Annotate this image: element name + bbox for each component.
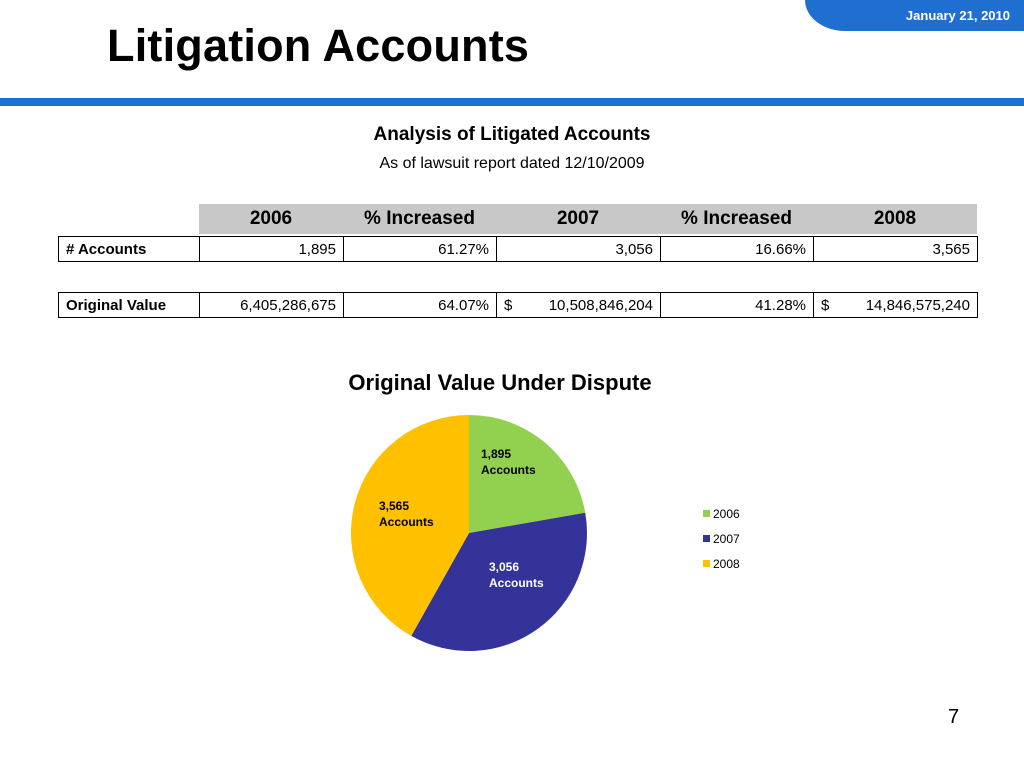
legend-swatch-2007	[703, 535, 710, 542]
date-label: January 21, 2010	[905, 8, 1010, 23]
value-2006-cell: 6,405,286,675	[199, 292, 344, 318]
date-banner: January 21, 2010	[805, 0, 1024, 31]
slide-title: Litigation Accounts	[107, 20, 530, 71]
title-divider	[0, 98, 1024, 106]
currency-symbol: $	[821, 296, 830, 314]
table-row: Original Value 6,405,286,675 64.07% $ 10…	[58, 292, 978, 318]
row-label-accounts: # Accounts	[58, 236, 200, 262]
analysis-title: Analysis of Litigated Accounts	[373, 124, 651, 145]
analysis-subtitle: As of lawsuit report dated 12/10/2009	[379, 155, 645, 172]
value-increase-2-cell: 41.28%	[660, 292, 814, 318]
accounts-2008-cell: 3,565	[813, 236, 978, 262]
legend-item-2008: 2008	[703, 551, 740, 576]
column-header-2007: 2007	[496, 204, 660, 234]
value-2007-cell: $ 10,508,846,204	[496, 292, 661, 318]
accounts-2007-cell: 3,056	[496, 236, 661, 262]
table-row: # Accounts 1,895 61.27% 3,056 16.66% 3,5…	[58, 236, 978, 262]
legend-label-2006: 2006	[713, 506, 740, 521]
value-2008-cell: $ 14,846,575,240	[813, 292, 978, 318]
slice-label-2008-unit: Accounts	[379, 515, 434, 529]
pie-slice-2006	[469, 415, 586, 533]
accounts-table-row: # Accounts 1,895 61.27% 3,056 16.66% 3,5…	[58, 236, 978, 262]
legend-swatch-2008	[703, 560, 710, 567]
slice-label-2006-unit: Accounts	[481, 463, 536, 477]
pie-slice-2008	[351, 415, 469, 636]
value-increase-1-cell: 64.07%	[343, 292, 497, 318]
legend-item-2006: 2006	[703, 501, 740, 526]
header-blank-cell	[58, 204, 199, 234]
value-2007-amount: 10,508,846,204	[548, 296, 653, 314]
column-header-increase-1: % Increased	[343, 204, 496, 234]
accounts-increase-1-cell: 61.27%	[343, 236, 497, 262]
table-header: 2006 % Increased 2007 % Increased 2008	[58, 204, 977, 234]
pie-chart: 1,895 Accounts 3,056 Accounts 3,565 Accounts	[351, 415, 587, 651]
legend-label-2008: 2008	[713, 556, 740, 571]
slice-label-2007-count: 3,056	[489, 560, 519, 574]
original-value-table-row: Original Value 6,405,286,675 64.07% $ 10…	[58, 292, 978, 318]
pie-slice-2007	[411, 512, 587, 651]
page-number: 7	[948, 706, 960, 728]
table-header-row: 2006 % Increased 2007 % Increased 2008	[58, 204, 977, 234]
slice-label-2008-count: 3,565	[379, 499, 409, 513]
chart-legend: 2006 2007 2008	[703, 501, 740, 576]
column-header-2008: 2008	[813, 204, 977, 234]
accounts-increase-2-cell: 16.66%	[660, 236, 814, 262]
slice-label-2007-unit: Accounts	[489, 576, 544, 590]
column-header-2006: 2006	[199, 204, 343, 234]
legend-swatch-2006	[703, 510, 710, 517]
accounts-2006-cell: 1,895	[199, 236, 344, 262]
column-header-increase-2: % Increased	[660, 204, 813, 234]
legend-label-2007: 2007	[713, 531, 740, 546]
slice-label-2006-count: 1,895	[481, 447, 511, 461]
legend-item-2007: 2007	[703, 526, 740, 551]
currency-symbol: $	[504, 296, 513, 314]
chart-title: Original Value Under Dispute	[348, 370, 652, 395]
value-2008-amount: 14,846,575,240	[865, 296, 970, 314]
row-label-original-value: Original Value	[58, 292, 200, 318]
